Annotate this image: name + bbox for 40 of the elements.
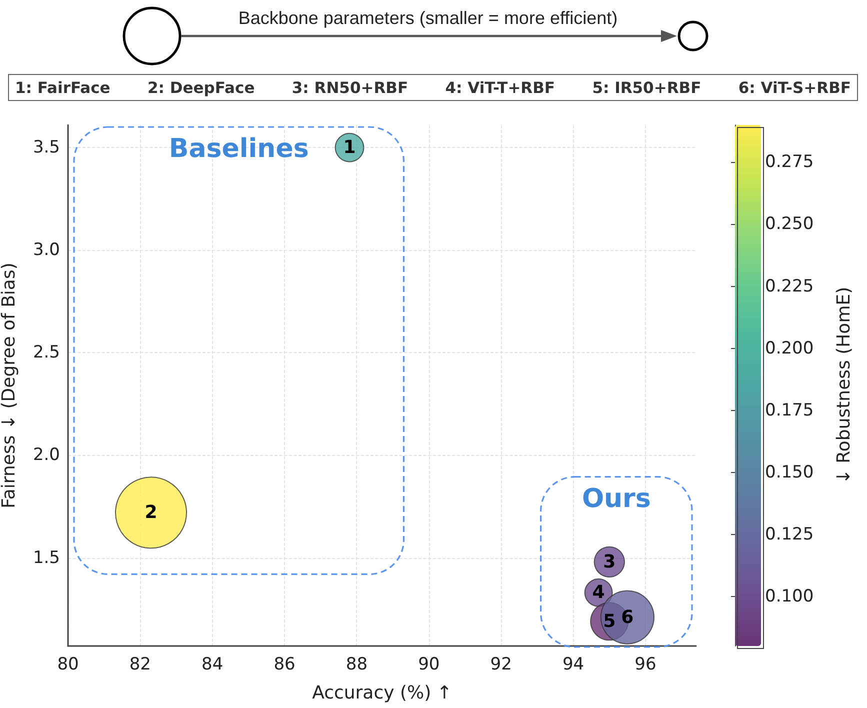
y-tick-label: 3.5 [32, 138, 60, 158]
y-axis-title: Fairness ↓ (Degree of Bias) [0, 262, 20, 508]
text: 3: RN50+RBF [292, 78, 408, 96]
x-tick-label: 82 [129, 654, 152, 674]
x-tick-label: 80 [57, 654, 79, 674]
text: 5: IR50+RBF [592, 78, 702, 96]
color-bar-label: 0.125 [765, 524, 814, 544]
color-bar-label: 0.225 [765, 276, 814, 296]
color-bar-label: 0.275 [765, 152, 814, 172]
text: 2: DeepFace [148, 78, 255, 96]
x-tick-label: 92 [490, 654, 512, 674]
y-tick-label: 1.5 [32, 548, 60, 568]
text: 1: FairFace [15, 78, 110, 96]
x-tick-label: 90 [418, 654, 440, 674]
color-bar-label: 0.200 [765, 338, 814, 358]
color-bar-title: ↓ Robustness (HomE) [834, 286, 854, 484]
color-bar-label: 0.175 [765, 400, 814, 420]
annotation: 1 [343, 137, 356, 158]
x-axis-title: Accuracy (%) ↑ [312, 682, 452, 704]
legend-title: Backbone parameters (smaller = more efficient) [237, 8, 619, 29]
x-tick-label: 96 [634, 654, 656, 674]
annotation: 4 [592, 582, 605, 604]
y-tick-label: 2.0 [32, 445, 60, 466]
x-tick-label: 84 [202, 654, 224, 674]
text: 4: ViT-T+RBF [445, 78, 556, 96]
annotation: 3 [603, 551, 616, 572]
text: 6: ViT-S+RBF [738, 78, 851, 96]
x-tick-label: 94 [562, 654, 584, 674]
annotation: 5 [603, 610, 616, 632]
annotation: Ours [582, 484, 651, 514]
annotation: 6 [621, 606, 634, 628]
x-tick-label: 86 [274, 654, 296, 674]
annotation: Baselines [168, 134, 309, 164]
y-tick-label: 2.5 [32, 342, 60, 363]
color-bar-label: 0.100 [765, 586, 814, 606]
color-bar-label: 0.250 [765, 214, 814, 234]
y-tick-label: 3.0 [32, 240, 60, 260]
color-bar-label: 0.150 [765, 462, 814, 482]
annotation: 2 [144, 502, 158, 524]
x-tick-label: 88 [346, 654, 368, 674]
